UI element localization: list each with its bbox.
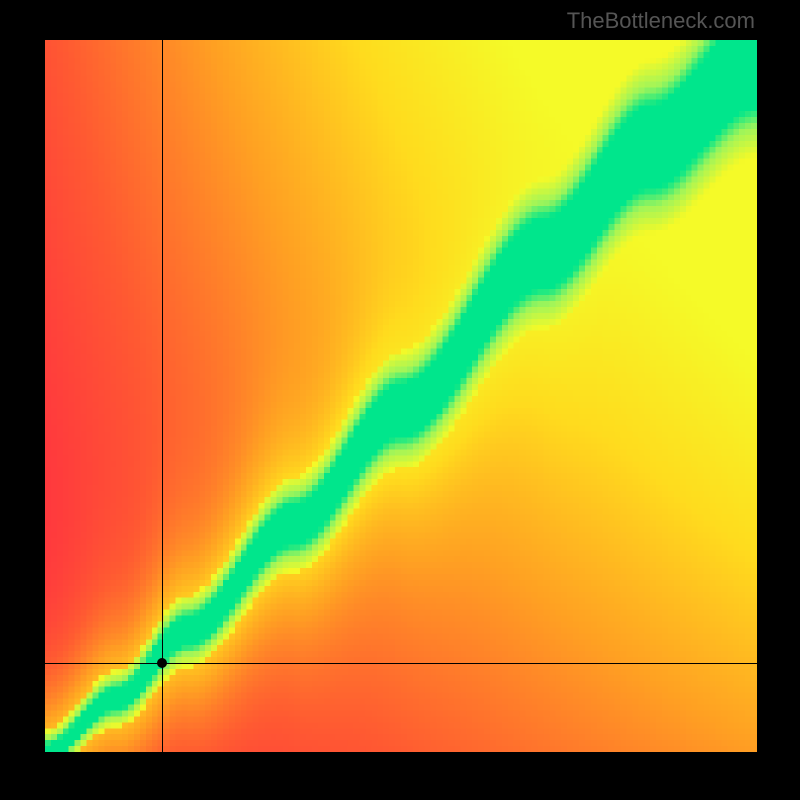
chart-container: TheBottleneck.com xyxy=(0,0,800,800)
data-point-marker xyxy=(157,658,167,668)
bottleneck-heatmap xyxy=(45,40,757,752)
crosshair-vertical xyxy=(162,40,163,752)
crosshair-horizontal xyxy=(45,663,757,664)
watermark-text: TheBottleneck.com xyxy=(567,8,755,34)
